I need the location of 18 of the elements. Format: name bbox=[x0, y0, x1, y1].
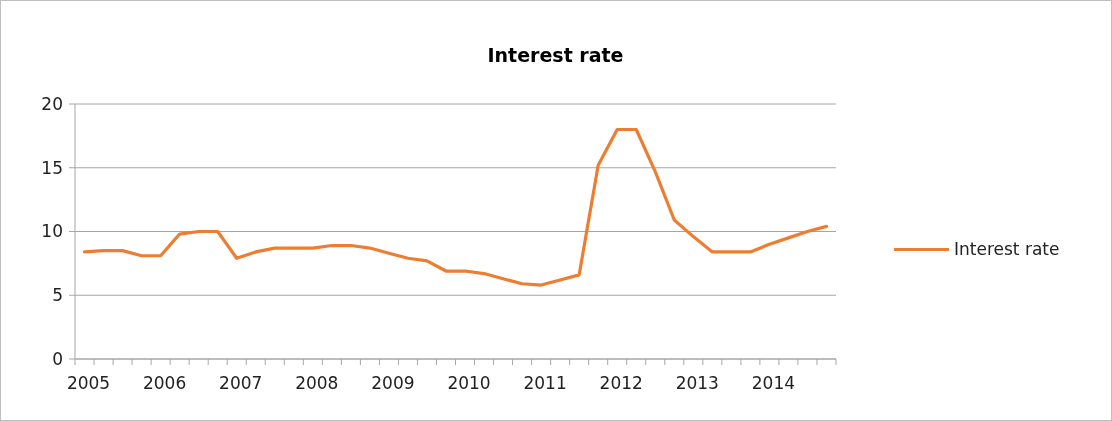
x-tick-label: 2007 bbox=[219, 373, 263, 393]
y-tick-label: 15 bbox=[41, 157, 63, 178]
x-tick-label: 2010 bbox=[447, 373, 491, 393]
x-tick-label: 2005 bbox=[66, 373, 111, 393]
y-tick-label: 5 bbox=[52, 285, 63, 306]
x-tick-label: 2008 bbox=[295, 373, 339, 393]
y-tick-label: 20 bbox=[41, 93, 63, 114]
x-tick-label: 2014 bbox=[751, 373, 796, 393]
x-tick-label: 2012 bbox=[599, 373, 643, 393]
y-tick-label: 0 bbox=[52, 348, 63, 369]
x-tick-label: 2009 bbox=[371, 373, 415, 393]
y-tick-label: 10 bbox=[41, 221, 63, 242]
x-tick-label: 2011 bbox=[523, 373, 567, 393]
x-tick-label: 2006 bbox=[142, 373, 187, 393]
legend-label: Interest rate bbox=[954, 239, 1060, 260]
chart-title: Interest rate bbox=[487, 44, 624, 66]
line-series bbox=[82, 127, 829, 287]
x-tick-label: 2013 bbox=[675, 373, 719, 393]
